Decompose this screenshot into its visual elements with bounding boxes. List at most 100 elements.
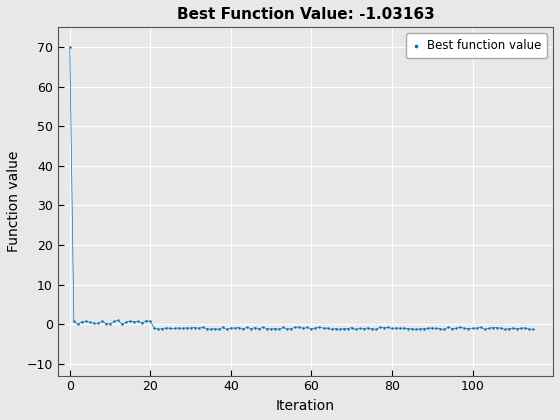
Best function value — [419, 326, 428, 332]
Best function value — [81, 318, 90, 325]
Best function value — [412, 326, 421, 333]
Best function value — [86, 319, 95, 326]
Best function value — [287, 325, 296, 332]
Best function value — [259, 324, 268, 331]
Best function value — [335, 326, 344, 333]
Best function value — [198, 324, 207, 331]
Best function value — [512, 326, 521, 332]
Best function value — [73, 321, 82, 328]
Best function value — [178, 325, 187, 331]
Best function value — [520, 325, 529, 331]
Best function value — [299, 325, 308, 332]
Best function value — [367, 325, 376, 332]
Best function value — [319, 325, 328, 331]
Best function value — [69, 318, 78, 325]
Best function value — [263, 326, 272, 332]
Best function value — [270, 325, 279, 332]
Best function value — [101, 320, 110, 327]
Best function value — [279, 324, 288, 331]
Best function value — [202, 326, 211, 332]
Best function value — [66, 44, 74, 50]
Best function value — [166, 325, 175, 332]
Best function value — [267, 326, 276, 332]
Best function value — [242, 324, 251, 331]
Best function value — [351, 326, 360, 333]
Best function value — [118, 321, 127, 328]
Best function value — [114, 317, 123, 324]
Best function value — [307, 326, 316, 332]
Best function value — [77, 318, 86, 325]
Best function value — [170, 325, 179, 332]
Best function value — [142, 317, 151, 324]
Best function value — [343, 326, 352, 332]
Best function value — [158, 325, 167, 332]
Best function value — [408, 326, 417, 332]
Best function value — [255, 326, 264, 332]
Best function value — [134, 318, 143, 325]
Best function value — [94, 320, 102, 327]
Best function value — [138, 320, 147, 326]
Best function value — [452, 325, 461, 332]
Best function value — [436, 326, 445, 332]
Best function value — [231, 325, 240, 331]
Best function value — [211, 326, 220, 332]
Best function value — [440, 326, 449, 333]
Best function value — [496, 325, 505, 331]
Best function value — [500, 326, 509, 333]
Best function value — [371, 326, 380, 333]
Best function value — [246, 325, 255, 332]
Best function value — [194, 325, 203, 331]
Best function value — [384, 324, 393, 331]
Best function value — [146, 318, 155, 325]
Best function value — [186, 325, 195, 331]
Best function value — [460, 325, 469, 332]
X-axis label: Iteration: Iteration — [276, 399, 335, 413]
Best function value — [275, 326, 284, 333]
Best function value — [122, 319, 130, 326]
Best function value — [283, 326, 292, 333]
Best function value — [484, 325, 493, 332]
Best function value — [395, 325, 404, 331]
Best function value — [190, 324, 199, 331]
Best function value — [416, 326, 424, 332]
Best function value — [206, 326, 215, 333]
Best function value — [444, 324, 453, 331]
Best function value — [380, 324, 389, 331]
Best function value — [448, 325, 457, 332]
Best function value — [488, 324, 497, 331]
Best function value — [130, 318, 139, 325]
Best function value — [311, 325, 320, 331]
Best function value — [480, 326, 489, 333]
Best function value — [235, 324, 244, 331]
Best function value — [239, 326, 248, 332]
Best function value — [456, 324, 465, 331]
Best function value — [214, 326, 223, 333]
Best function value — [323, 325, 332, 331]
Best function value — [339, 326, 348, 332]
Best function value — [476, 324, 485, 331]
Best function value — [327, 326, 336, 333]
Best function value — [355, 325, 364, 332]
Best function value — [404, 326, 413, 332]
Best function value — [391, 325, 400, 331]
Best function value — [218, 324, 227, 331]
Best function value — [468, 325, 477, 331]
Best function value — [375, 324, 384, 331]
Best function value — [424, 325, 433, 331]
Best function value — [182, 325, 191, 331]
Title: Best Function Value: -1.03163: Best Function Value: -1.03163 — [176, 7, 434, 22]
Best function value — [126, 318, 135, 324]
Best function value — [110, 318, 119, 325]
Best function value — [162, 325, 171, 331]
Best function value — [508, 325, 517, 331]
Best function value — [464, 326, 473, 332]
Best function value — [226, 325, 235, 331]
Best function value — [97, 318, 106, 325]
Best function value — [222, 326, 231, 333]
Best function value — [472, 325, 481, 331]
Best function value — [90, 320, 99, 327]
Best function value — [315, 324, 324, 331]
Best function value — [428, 325, 437, 331]
Best function value — [492, 324, 501, 331]
Best function value — [516, 325, 525, 332]
